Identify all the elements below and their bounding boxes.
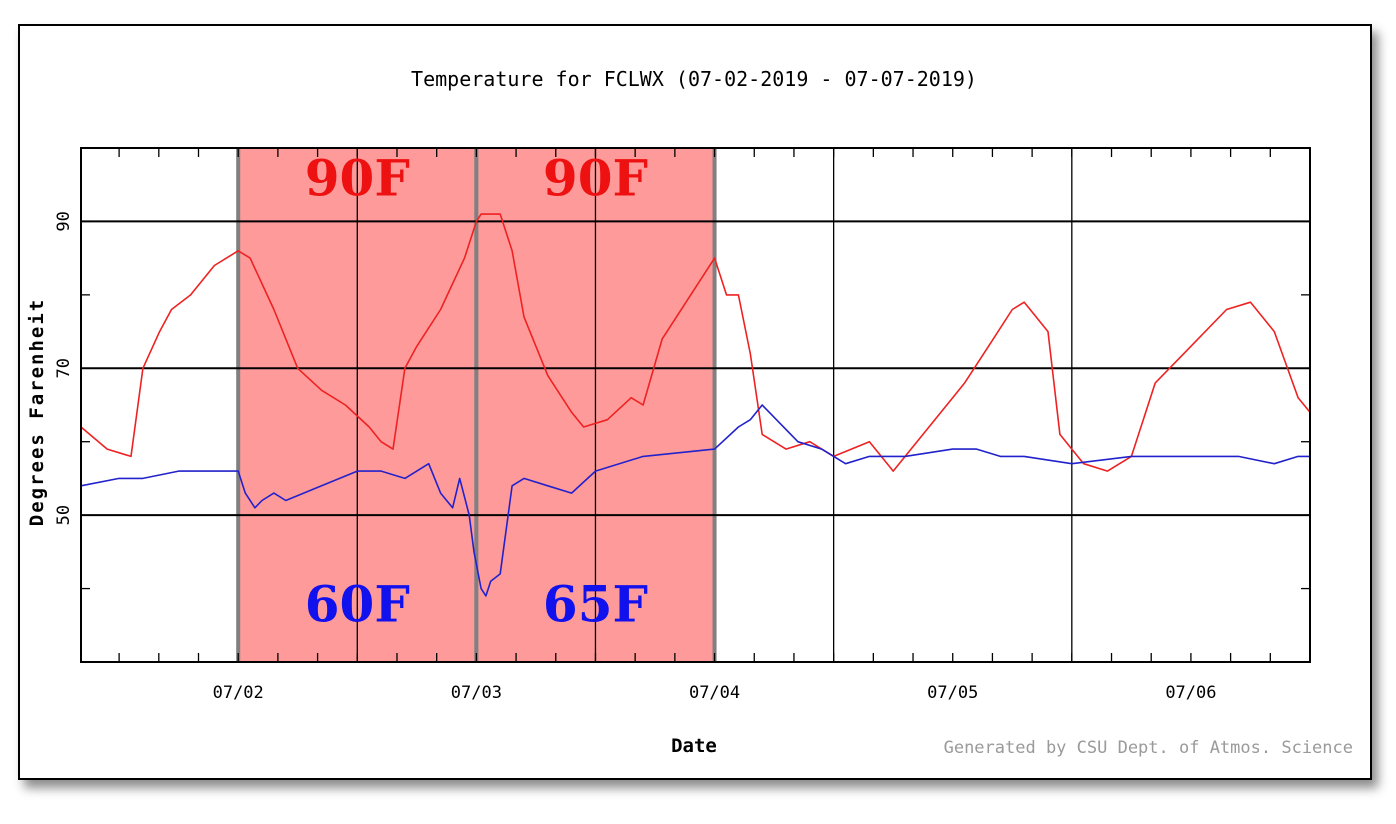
y-tick-label: 90 [54,211,74,231]
axis-ticks: 07/02 07/03 07/04 07/05 07/06 50 70 90 [54,147,1310,703]
annotation-label: 90F [543,148,648,207]
series-lines [80,213,1311,597]
annotation-label: 60F [305,574,410,633]
x-tick-label: 07/03 [451,683,502,703]
x-tick-label: 07/05 [927,683,978,703]
y-axis-label: Degrees Farenheit [26,298,48,526]
chart-title: Temperature for FCLWX (07-02-2019 - 07-0… [411,67,977,91]
x-tick-label: 07/06 [1165,683,1216,703]
plot-area-border [80,147,1311,663]
annotation-label: 65F [543,574,648,633]
series-line [80,404,1310,597]
grid-lines [81,148,1311,662]
shaded-region-edge [236,148,241,662]
shaded-region-edge [712,148,717,662]
annotation-label: 90F [305,148,410,207]
x-tick-label: 07/02 [213,683,264,703]
annotations: 90F 90F 60F 65F [305,148,648,633]
x-tick-label: 07/04 [689,683,740,703]
y-tick-label: 50 [54,505,74,525]
x-axis-label: Date [671,735,717,757]
temperature-chart: Temperature for FCLWX (07-02-2019 - 07-0… [26,67,1353,758]
credit-text: Generated by CSU Dept. of Atmos. Science [944,738,1353,758]
chart-frame: Temperature for FCLWX (07-02-2019 - 07-0… [18,24,1372,780]
shaded-region-edge [474,148,479,662]
y-tick-label: 70 [54,358,74,378]
series-line [80,213,1311,472]
